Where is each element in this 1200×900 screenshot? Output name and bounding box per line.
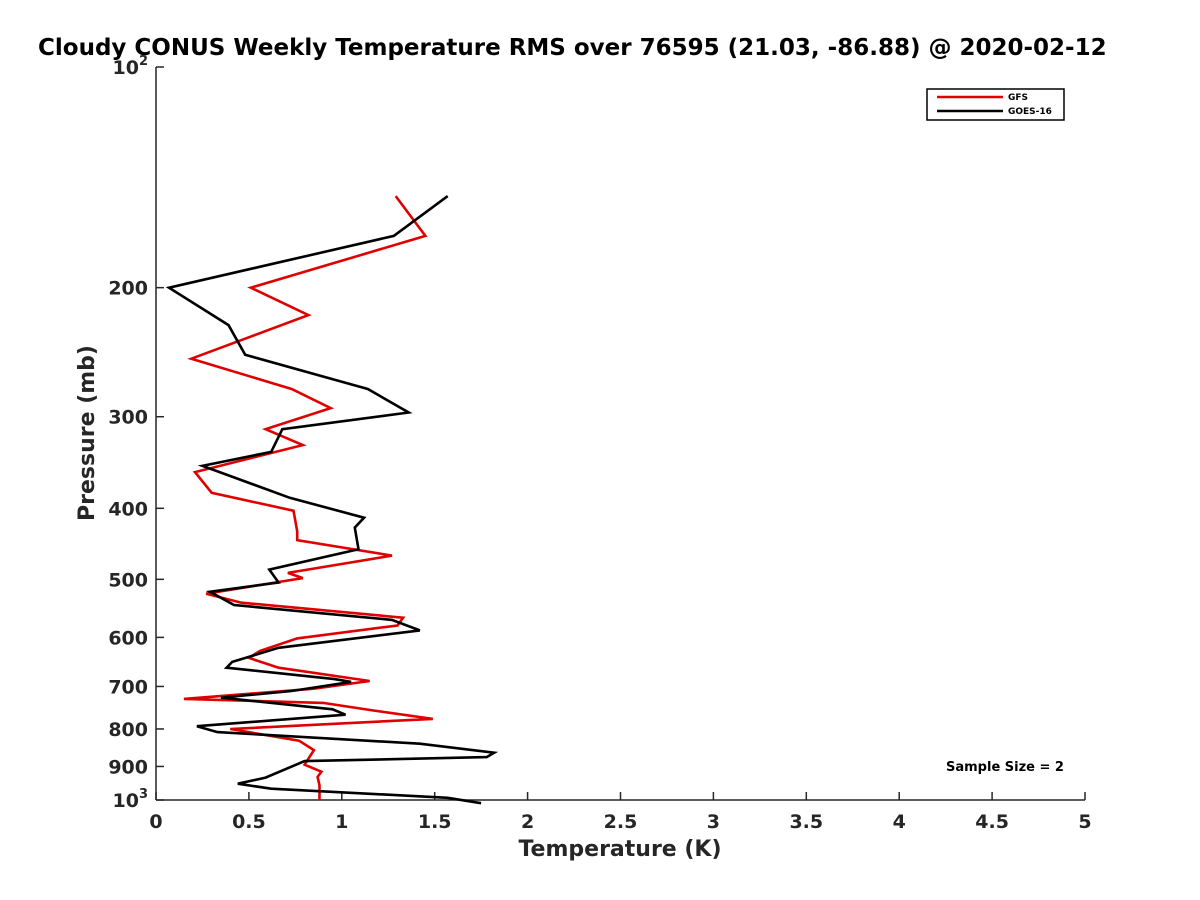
x-tick-label: 1: [335, 811, 348, 833]
y-tick-label: 103: [113, 787, 149, 812]
y-tick-label-exponent: 2: [139, 54, 148, 69]
y-tick-label: 700: [108, 676, 148, 698]
y-axis-label: Pressure (mb): [75, 345, 100, 521]
legend-box: [926, 88, 1065, 121]
y-tick-label-text: 900: [108, 756, 148, 778]
x-tick-label: 2.5: [604, 811, 638, 833]
x-tick-label: 5: [1078, 811, 1091, 833]
y-tick-label-text: 700: [108, 676, 148, 698]
legend: GFS GOES-16: [926, 88, 1065, 121]
chart-title: Cloudy CONUS Weekly Temperature RMS over…: [38, 35, 1107, 61]
y-tick-label-text: 300: [108, 407, 148, 429]
y-tick-label: 900: [108, 756, 148, 778]
x-tick-label: 2: [521, 811, 534, 833]
legend-label-gfs: GFS: [1008, 93, 1028, 103]
y-tick-label-text: 10: [113, 790, 139, 812]
y-tick-label-text: 200: [108, 278, 148, 300]
x-axis-ticks: 0 0.5 1 1.5 2 2.5 3 3.5 4 4.5 5: [149, 792, 1092, 833]
y-tick-label-text: 500: [108, 569, 148, 591]
y-tick-label: 300: [108, 407, 148, 429]
series-lines: [165, 195, 499, 805]
series-line-gfs: [183, 195, 433, 800]
y-tick-label: 200: [108, 278, 148, 300]
legend-label-goes16: GOES-16: [1008, 107, 1052, 117]
y-tick-label: 500: [108, 569, 148, 591]
x-axis-label: Temperature (K): [518, 837, 721, 862]
y-tick-label-text: 800: [108, 719, 148, 741]
x-tick-label: 4.5: [975, 811, 1009, 833]
y-tick-label: 600: [108, 627, 148, 649]
y-tick-label-exponent: 3: [139, 787, 148, 802]
y-tick-label: 102: [113, 54, 149, 79]
sample-size-annotation: Sample Size = 2: [946, 760, 1064, 775]
x-tick-label: 3: [707, 811, 720, 833]
y-tick-label-text: 400: [108, 498, 148, 520]
y-tick-label-text: 10: [113, 57, 139, 79]
x-tick-label: 0: [149, 811, 162, 833]
y-tick-label: 800: [108, 719, 148, 741]
x-tick-label: 4: [893, 811, 906, 833]
x-tick-label: 1.5: [418, 811, 452, 833]
x-tick-label: 0.5: [232, 811, 266, 833]
y-tick-label-text: 600: [108, 627, 148, 649]
y-tick-label: 400: [108, 498, 148, 520]
x-tick-label: 3.5: [789, 811, 823, 833]
series-line-goes16: [165, 195, 499, 805]
